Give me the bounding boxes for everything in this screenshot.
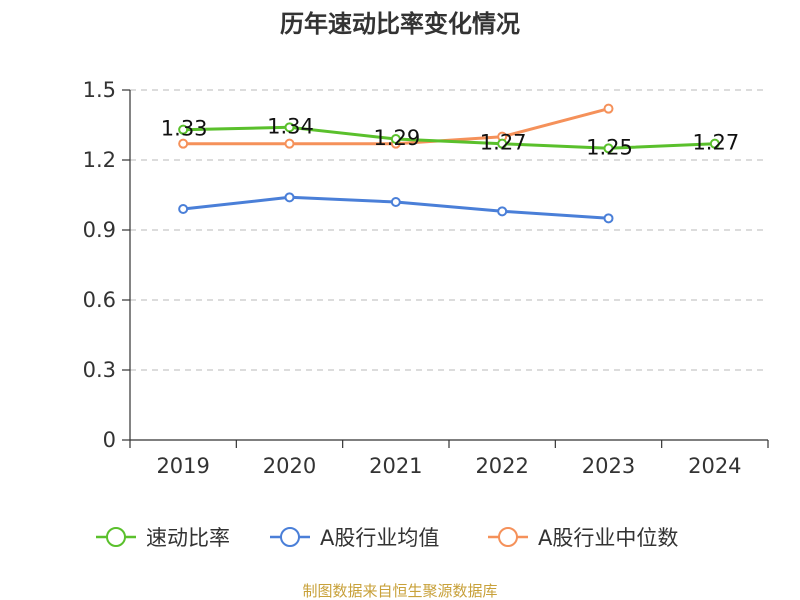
series-group <box>178 103 720 224</box>
y-tick-label: 0.3 <box>83 358 116 382</box>
data-point <box>603 213 614 224</box>
legend-label: 速动比率 <box>146 526 230 550</box>
y-tick-label: 1.2 <box>83 148 116 172</box>
legend-marker <box>106 527 126 547</box>
y-tick-label: 1.5 <box>83 78 116 102</box>
chart-title: 历年速动比率变化情况 <box>280 10 520 38</box>
data-point <box>497 206 508 217</box>
grid <box>130 89 768 371</box>
data-point <box>284 122 295 133</box>
series-line-0 <box>183 125 715 150</box>
legend-label: A股行业中位数 <box>538 526 678 550</box>
data-point <box>284 138 295 149</box>
data-point <box>284 192 295 203</box>
data-label: 1.25 <box>586 135 633 159</box>
data-point <box>178 138 189 149</box>
legend-item-0[interactable]: 速动比率 <box>96 526 230 550</box>
source-note: 制图数据来自恒生聚源数据库 <box>302 582 497 600</box>
x-tick-label: 2021 <box>369 454 422 478</box>
x-tick-label: 2022 <box>475 454 528 478</box>
legend-marker <box>498 527 518 547</box>
data-point <box>709 138 720 149</box>
legend-marker <box>280 527 300 547</box>
data-point <box>603 103 614 114</box>
data-label: 1.33 <box>161 117 208 141</box>
data-label: 1.29 <box>373 126 420 150</box>
data-point <box>603 143 614 154</box>
axes: 0 0.3 0.6 0.9 1.2 1.5 2019 2020 2021 2022 2023 2024 <box>83 78 769 478</box>
data-point <box>497 138 508 149</box>
x-tick-label: 2020 <box>263 454 316 478</box>
data-point <box>178 204 189 214</box>
legend[interactable]: 速动比率 A股行业均值 A股行业中位数 <box>96 526 678 550</box>
y-tick-label: 0.9 <box>83 218 116 242</box>
data-point <box>390 197 401 207</box>
y-tick-label: 0.6 <box>83 288 116 312</box>
x-tick-label: 2024 <box>688 454 741 478</box>
legend-label: A股行业均值 <box>320 526 439 550</box>
legend-item-2[interactable]: A股行业中位数 <box>488 526 678 550</box>
data-point <box>390 134 401 144</box>
data-label: 1.34 <box>267 114 314 138</box>
data-label: 1.27 <box>692 131 739 155</box>
data-point <box>178 124 189 135</box>
y-tick-label: 0 <box>103 428 116 452</box>
legend-item-1[interactable]: A股行业均值 <box>270 526 439 550</box>
x-tick-label: 2023 <box>582 454 635 478</box>
x-tick-label: 2019 <box>156 454 209 478</box>
data-labels: 1.33 1.34 1.29 1.27 1.25 1.27 <box>161 114 739 159</box>
data-label: 1.27 <box>480 131 527 155</box>
